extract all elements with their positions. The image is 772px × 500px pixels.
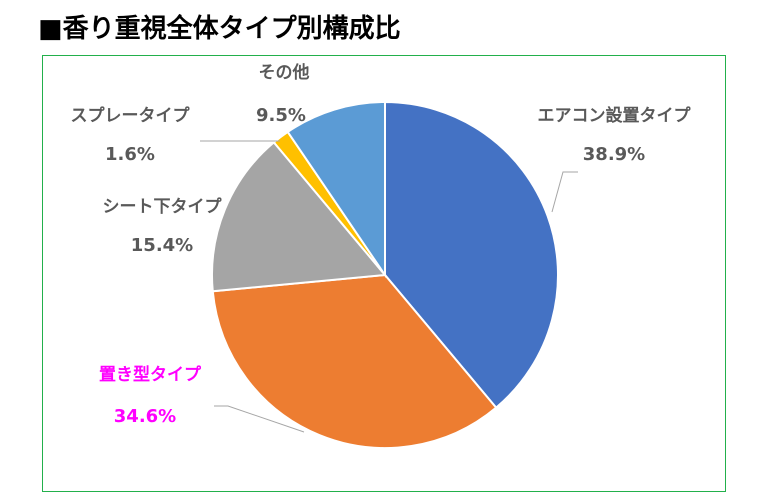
- pie-slice: [384, 100, 559, 410]
- slice-value-label: 15.4%: [131, 235, 193, 256]
- slice-label: スプレータイプ: [71, 105, 191, 126]
- chart-frame: [42, 55, 726, 492]
- leader-line: [551, 171, 578, 213]
- leader-line: [214, 405, 305, 433]
- pie-slice: [211, 273, 498, 449]
- page-title: ■香り重視全体タイプ別構成比: [38, 14, 401, 44]
- pie-slice: [286, 100, 386, 279]
- slice-label: その他: [259, 62, 310, 83]
- slice-label: 置き型タイプ: [99, 364, 202, 385]
- slice-label: シート下タイプ: [103, 196, 223, 217]
- slice-value-label: 34.6%: [114, 406, 176, 427]
- slice-value-label: 38.9%: [583, 144, 645, 165]
- pie-slice: [211, 140, 387, 293]
- slice-value-label: 1.6%: [105, 144, 155, 165]
- slice-value-label: 9.5%: [256, 105, 306, 126]
- slice-label: エアコン設置タイプ: [538, 105, 692, 126]
